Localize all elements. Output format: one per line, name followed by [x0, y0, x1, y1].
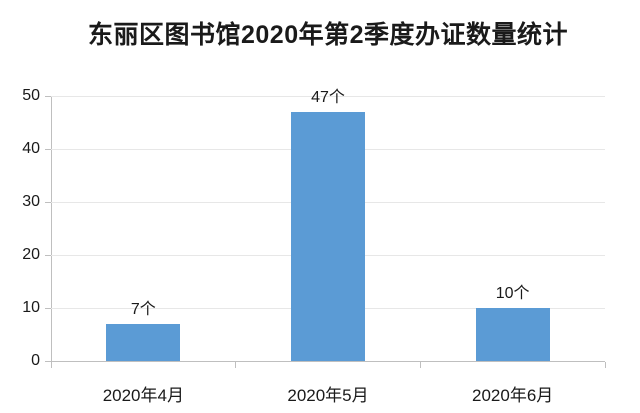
- bar-value-label: 7个: [130, 301, 156, 318]
- x-tick-mark: [419, 362, 421, 368]
- y-tick-mark: [45, 360, 51, 362]
- bar: [291, 112, 365, 361]
- x-tick-mark: [235, 362, 237, 368]
- x-tick-mark: [50, 362, 52, 368]
- y-tick-mark: [45, 201, 51, 203]
- bar-value-label: 10个: [495, 285, 530, 302]
- x-category-label: 2020年4月: [102, 386, 184, 405]
- gridline: [51, 95, 605, 97]
- x-axis-line: [51, 361, 605, 362]
- y-tick-mark: [45, 148, 51, 150]
- x-category-label: 2020年6月: [472, 386, 554, 405]
- bar-value-label: 47个: [311, 89, 345, 106]
- bar: [475, 308, 550, 361]
- y-axis-tick-label: 50: [22, 87, 40, 104]
- bar: [106, 324, 181, 361]
- y-axis-tick-label: 30: [22, 193, 40, 210]
- y-axis-tick-label: 40: [22, 140, 40, 157]
- y-tick-mark: [45, 95, 51, 97]
- y-axis-tick-label: 20: [22, 246, 40, 263]
- x-category-label: 2020年5月: [287, 386, 369, 405]
- y-tick-mark: [45, 254, 51, 256]
- y-axis-tick-label: 0: [31, 352, 40, 369]
- y-tick-mark: [45, 307, 51, 309]
- chart-title: 东丽区图书馆2020年第2季度办证数量统计: [87, 21, 569, 49]
- x-tick-mark: [604, 362, 606, 368]
- plot-area: 7个 47个 10个: [45, 90, 606, 368]
- y-axis-tick-label: 10: [22, 299, 40, 316]
- y-axis-line: [51, 96, 52, 367]
